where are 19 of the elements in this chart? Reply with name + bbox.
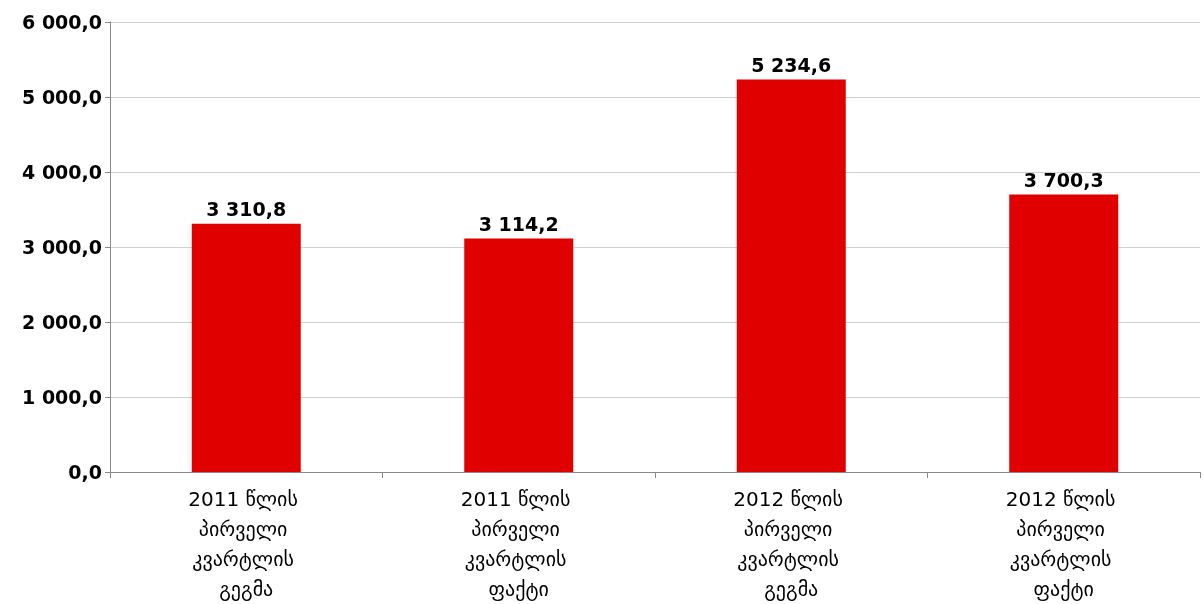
bar — [464, 238, 574, 472]
x-tick-label: 2012 წლის პირველი კვარტლის გეგმა — [733, 487, 850, 601]
y-tick-label: 3 000,0 — [22, 236, 102, 258]
bar — [191, 223, 301, 472]
data-label: 5 234,6 — [751, 53, 832, 76]
y-tick-label: 0,0 — [68, 461, 102, 483]
bar — [1009, 194, 1119, 472]
y-tick-label: 2 000,0 — [22, 311, 102, 333]
y-tick-label: 4 000,0 — [22, 161, 102, 183]
y-tick-label: 5 000,0 — [22, 86, 102, 108]
data-label: 3 114,2 — [478, 212, 559, 235]
x-tick-label: 2011 წლის პირველი კვარტლის გეგმა — [188, 487, 305, 601]
data-label: 3 310,8 — [206, 198, 287, 221]
x-tick-label: 2012 წლის პირველი კვარტლის ფაქტი — [1005, 487, 1122, 601]
x-tick-label: 2011 წლის პირველი კვარტლის ფაქტი — [460, 487, 577, 601]
y-tick-label: 6 000,0 — [22, 11, 102, 33]
data-label: 3 700,3 — [1023, 168, 1104, 191]
bar — [736, 79, 846, 472]
y-tick-label: 1 000,0 — [22, 386, 102, 408]
